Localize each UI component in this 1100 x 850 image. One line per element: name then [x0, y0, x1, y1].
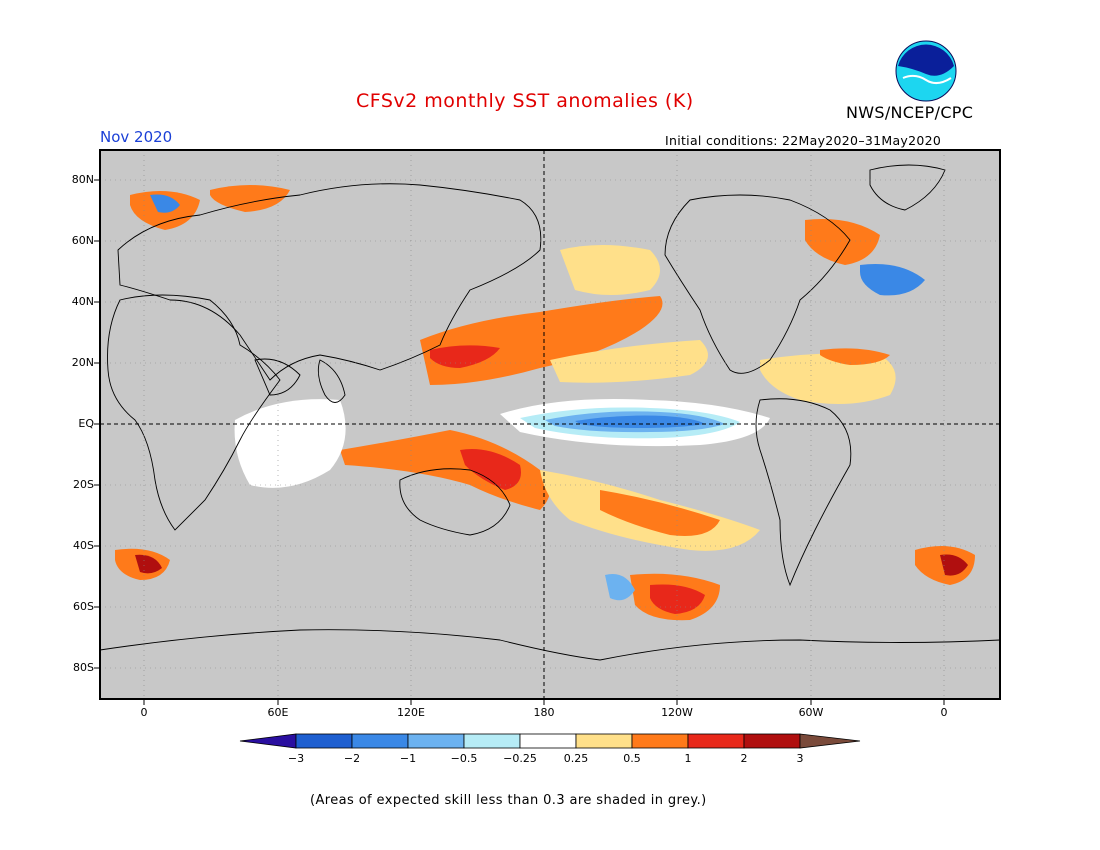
agency-label: NWS/NCEP/CPC	[846, 103, 974, 122]
initial-conditions: Initial conditions: 22May2020–31May2020	[665, 133, 942, 148]
forecast-month: Nov 2020	[100, 128, 173, 146]
lon-label: 180	[533, 706, 555, 719]
lat-label: 20N	[71, 356, 94, 369]
lon-label: 0	[940, 706, 948, 719]
coastlines	[99, 164, 1001, 661]
colorbar-tick-label: 0.5	[623, 752, 641, 765]
map-title: CFSv2 monthly SST anomalies (K)	[356, 90, 694, 112]
colorbar-tick-label: 0.25	[563, 752, 589, 765]
lat-label: 60N	[71, 234, 94, 247]
anomaly-yellow	[760, 353, 896, 404]
anomaly-dark-red	[135, 554, 162, 574]
lat-label: 40S	[73, 539, 94, 552]
anomaly-yellow	[550, 340, 708, 383]
lat-label: 20S	[73, 478, 94, 491]
anomaly-orange	[340, 430, 550, 510]
lon-label: 120W	[661, 706, 693, 719]
anomaly-blue	[860, 264, 925, 296]
anomaly-orange	[210, 185, 290, 212]
anomaly-orange	[600, 490, 720, 536]
skill-note: (Areas of expected skill less than 0.3 a…	[310, 793, 707, 808]
colorbar-tick-label: −2	[343, 752, 361, 765]
axis-ticks	[94, 179, 945, 705]
lat-label: EQ	[78, 417, 94, 430]
lon-label: 120E	[397, 706, 425, 719]
lon-label: 0	[140, 706, 148, 719]
anomaly-dark-red	[940, 554, 968, 576]
colorbar-tick-label: 1	[684, 752, 692, 765]
anomaly-blue	[150, 194, 180, 213]
lon-label: 60E	[267, 706, 289, 719]
lat-label: 80S	[73, 661, 94, 674]
colorbar-tick-label: −0.5	[450, 752, 478, 765]
colorbar-tick-label: −3	[287, 752, 305, 765]
anomaly-white	[234, 399, 346, 488]
gridlines	[100, 150, 1000, 699]
anomaly-red	[650, 584, 705, 614]
colorbar-tick-label: −0.25	[503, 752, 537, 765]
lat-label: 60S	[73, 600, 94, 613]
colorbar-tick-label: −1	[399, 752, 417, 765]
lat-label: 80N	[71, 173, 94, 186]
anomaly-yellow	[560, 245, 660, 295]
anomaly-blue	[575, 415, 705, 428]
noaa-logo	[895, 40, 957, 102]
lat-label: 40N	[71, 295, 94, 308]
lon-label: 60W	[798, 706, 824, 719]
anomaly-red	[430, 345, 500, 368]
colorbar-tick-label: 2	[740, 752, 748, 765]
anomaly-red	[460, 449, 521, 490]
anomaly-orange	[820, 348, 890, 365]
colorbar-tick-label: 3	[796, 752, 804, 765]
anomaly-orange	[805, 219, 880, 265]
anomaly-mid-blue	[605, 574, 635, 601]
